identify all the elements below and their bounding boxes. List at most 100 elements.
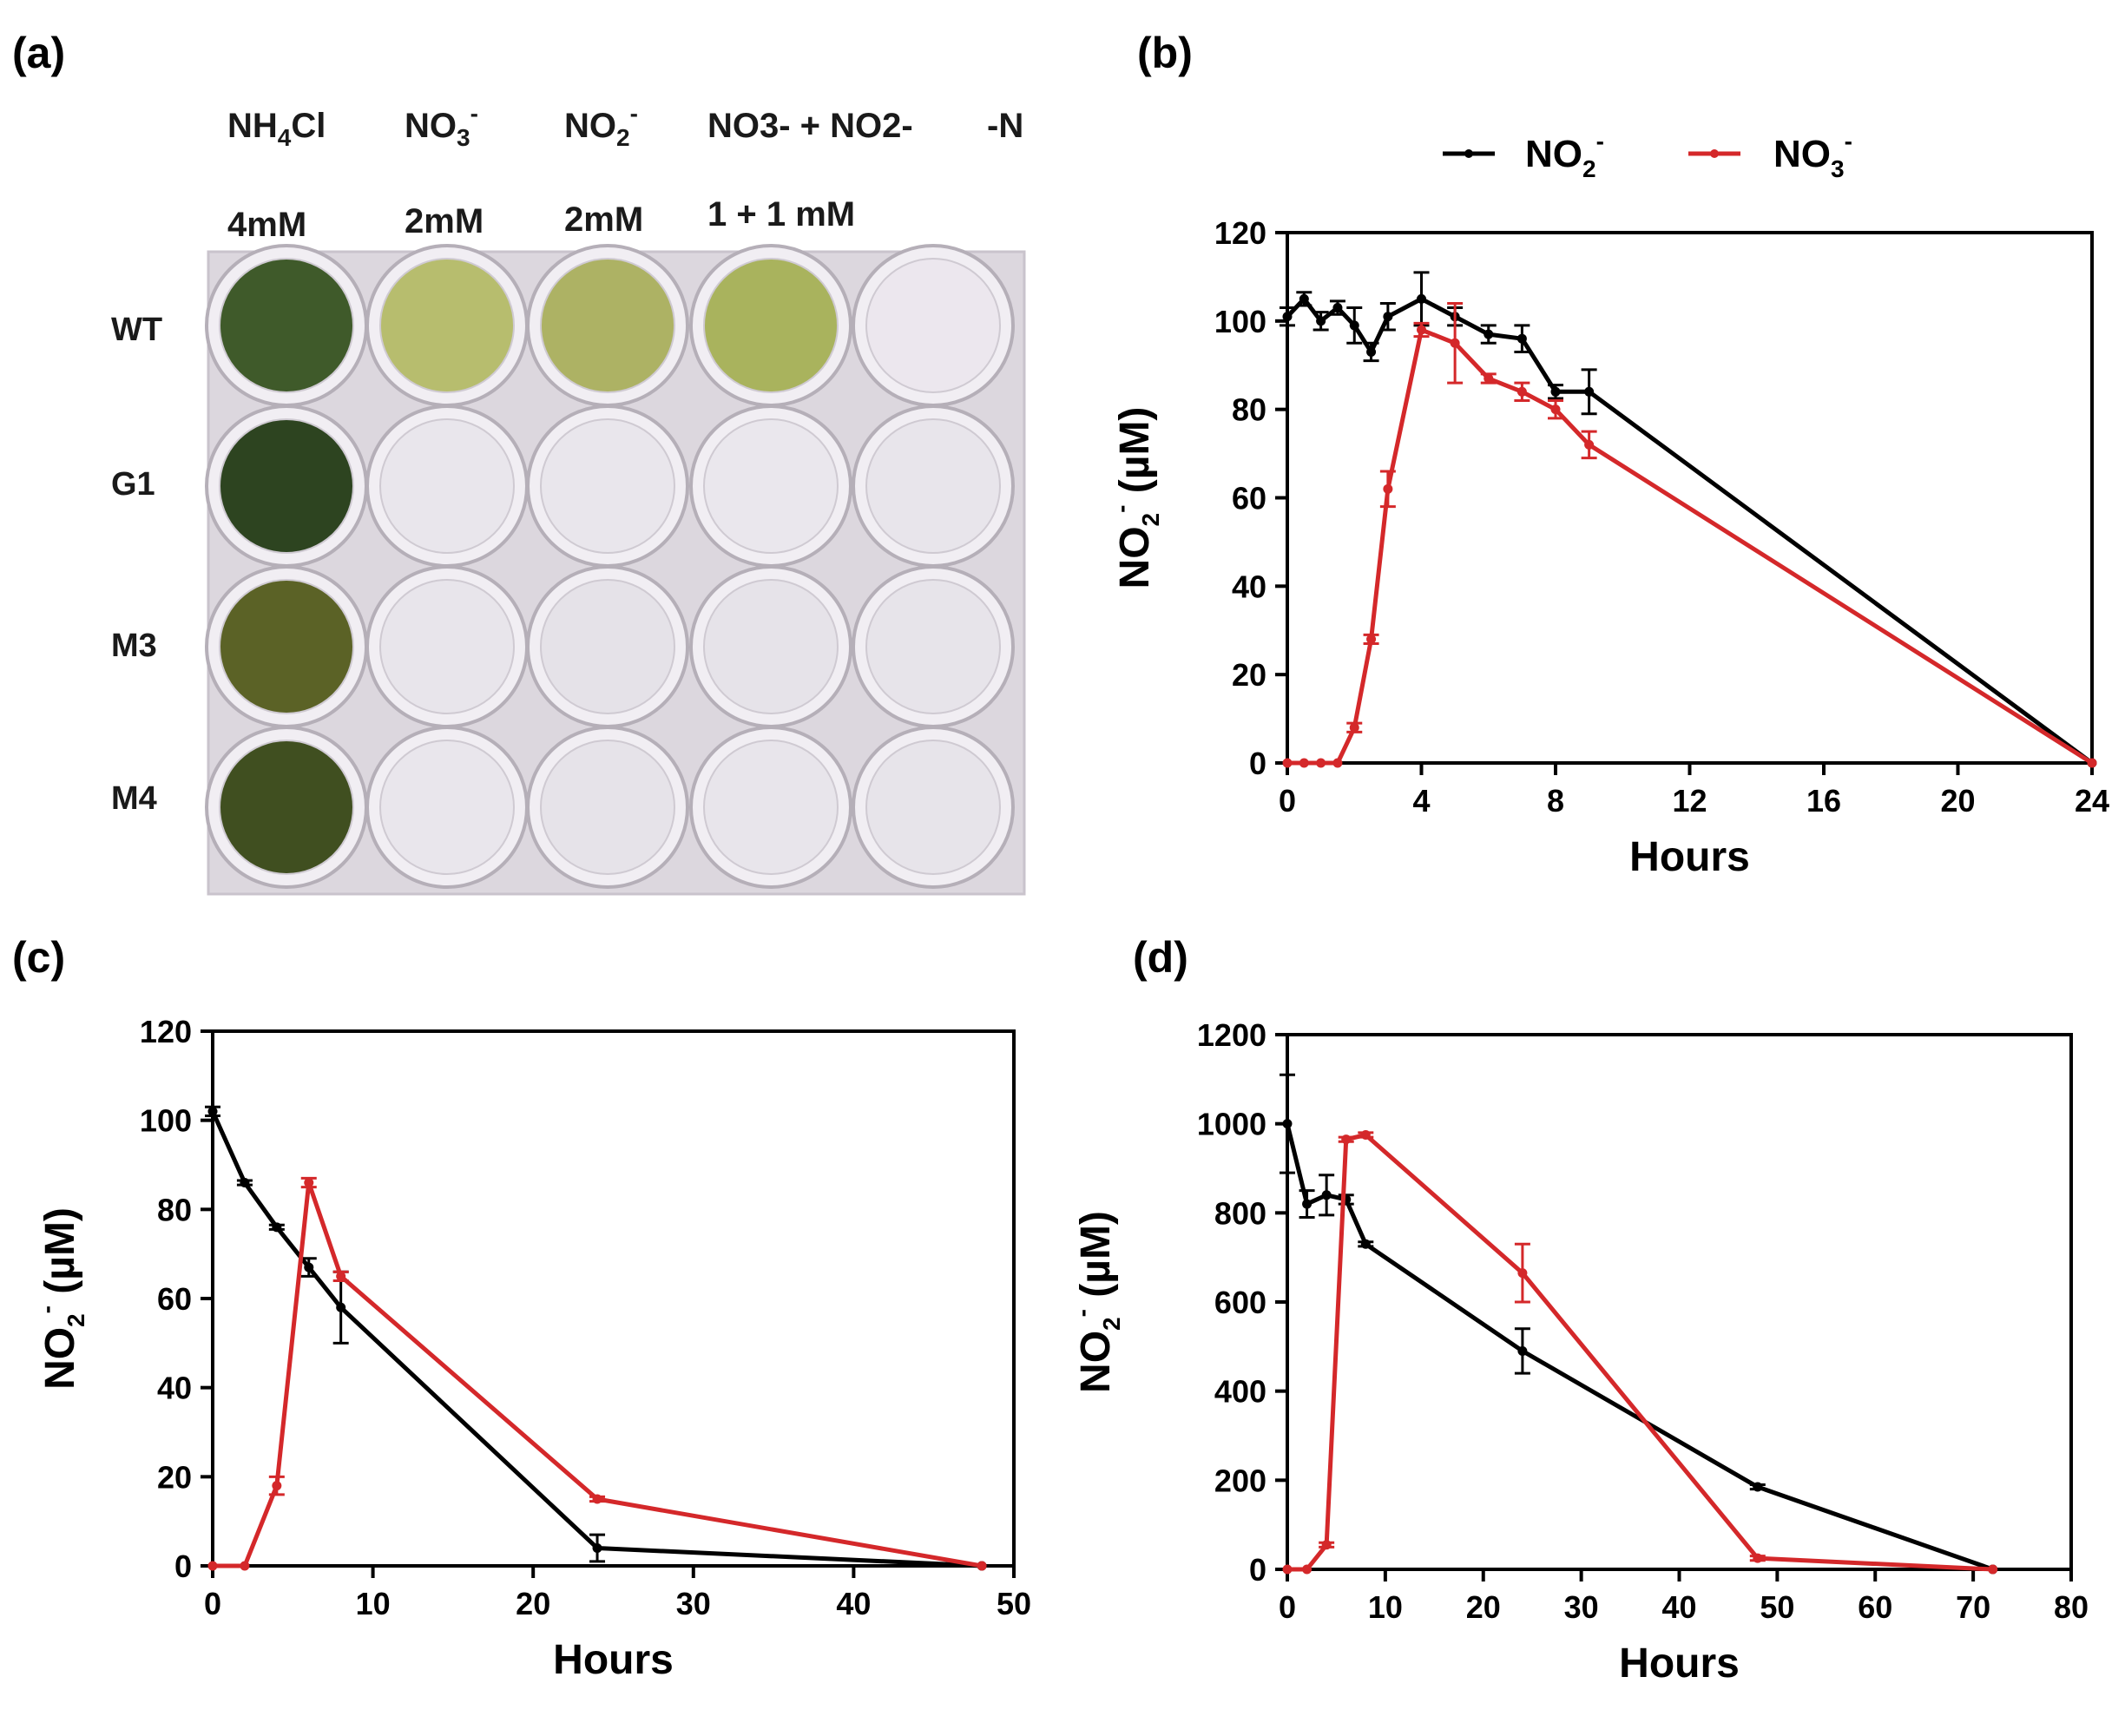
data-point-c-black-3	[304, 1262, 314, 1272]
y-tick-label-b-6: 120	[1214, 215, 1266, 251]
data-point-b-red-10	[1516, 386, 1527, 397]
plot-frame-d	[1286, 1033, 2073, 1571]
header-no3-sub: 3	[457, 124, 470, 151]
y-axis-label-no-d: NO	[1073, 1331, 1119, 1393]
x-tick-label-c-1: 10	[356, 1586, 391, 1621]
well-m3-4	[703, 579, 839, 714]
data-point-b-red-3	[1332, 758, 1343, 768]
header-nh4cl-conc: 4mM	[227, 206, 306, 244]
data-point-c-red-3	[304, 1178, 314, 1188]
y-axis-label-no-b: NO	[1112, 526, 1158, 589]
data-point-d-black-6	[1753, 1482, 1763, 1492]
x-tick-label-d-0: 0	[1279, 1589, 1296, 1625]
row-label-g1: G1	[111, 466, 155, 503]
data-point-d-red-0	[1282, 1564, 1293, 1575]
data-point-c-red-4	[336, 1271, 346, 1281]
y-tick-label-c-2: 40	[157, 1371, 192, 1406]
header-nh4cl-rest: Cl	[291, 107, 326, 145]
data-point-c-black-2	[272, 1222, 282, 1233]
x-tick-label-c-5: 50	[997, 1586, 1031, 1621]
row-label-m3: M3	[111, 628, 157, 664]
data-point-b-red-13	[2087, 758, 2097, 768]
series-line-b-red	[1287, 327, 2094, 766]
chart-c: 0 10 20 30 40 50 0 20 40 60 80 100 120 Hours NO2- (µM)	[33, 1014, 1031, 1683]
data-point-c-black-5	[592, 1542, 602, 1553]
wells-grid	[205, 244, 1015, 889]
x-tick-label-b-2: 8	[1547, 783, 1564, 819]
data-point-b-black-6	[1383, 312, 1393, 322]
data-point-b-red-1	[1299, 758, 1309, 768]
x-tick-label-c-2: 20	[516, 1586, 550, 1621]
panel-a-well-plate: NH4Cl 4mM NO3- 2mM NO2- 2mM NO3- + NO2- …	[111, 100, 1026, 896]
x-tick-label-b-4: 16	[1806, 783, 1841, 819]
header-no2-conc: 2mM	[564, 201, 643, 239]
header-no3-no2-name: NO3- + NO2-	[707, 107, 913, 145]
legend-black-marker	[1464, 149, 1473, 158]
data-point-c-red-2	[272, 1481, 282, 1491]
y-tick-label-c-1: 20	[157, 1459, 192, 1495]
y-axis-label-sup-c: -	[33, 1305, 60, 1313]
legend-no2-label: NO2-	[1525, 128, 1604, 182]
y-tick-label-d-2: 400	[1214, 1374, 1266, 1410]
data-point-d-black-1	[1302, 1199, 1312, 1209]
y-tick-label-d-3: 600	[1214, 1285, 1266, 1320]
header-no3-name: NO	[405, 107, 457, 145]
y-tick-label-b-5: 100	[1214, 304, 1266, 339]
data-point-d-red-5	[1517, 1268, 1528, 1279]
header-no3-sup: -	[470, 100, 478, 127]
data-point-b-black-11	[1550, 386, 1561, 397]
well-wt-4	[703, 258, 839, 393]
data-point-b-black-5	[1366, 346, 1377, 357]
well-m4-2	[379, 740, 515, 875]
data-point-b-red-2	[1316, 758, 1326, 768]
y-tick-label-d-5: 1000	[1197, 1107, 1266, 1142]
header-no3-no2-conc: 1 + 1 mM	[707, 195, 855, 233]
x-tick-label-b-1: 4	[1412, 783, 1430, 819]
well-g1-2	[379, 418, 515, 554]
y-tick-label-d-1: 200	[1214, 1463, 1266, 1498]
data-point-d-red-6	[1753, 1553, 1763, 1563]
y-tick-label-d-0: 0	[1249, 1552, 1266, 1588]
header-no3-conc: 2mM	[405, 202, 484, 240]
x-tick-label-b-3: 12	[1672, 783, 1707, 819]
well-g1-5	[865, 418, 1001, 554]
header-no2-sup: -	[630, 100, 638, 127]
data-point-c-red-1	[240, 1561, 250, 1571]
chart-d: 0 10 20 30 40 50 60 70 80020040060080010001200Ho…	[1069, 1017, 2089, 1687]
x-tick-label-d-5: 50	[1760, 1589, 1794, 1625]
y-tick-label-b-0: 0	[1249, 746, 1266, 781]
y-axis-label-b: NO2- (µM)	[1108, 407, 1164, 589]
well-m3-3	[540, 579, 675, 714]
x-tick-label-d-7: 70	[1956, 1589, 1990, 1625]
well-wt-1	[219, 258, 354, 393]
data-point-c-black-4	[336, 1302, 346, 1312]
data-point-b-black-2	[1316, 316, 1326, 326]
x-tick-label-b-0: 0	[1279, 783, 1296, 819]
y-axis-label-sup-d: -	[1069, 1309, 1095, 1317]
well-m4-1	[219, 740, 354, 875]
y-axis-label-d: NO2- (µM)	[1069, 1211, 1125, 1393]
y-axis-label-unit-b: (µM)	[1112, 407, 1158, 505]
y-tick-label-b-4: 80	[1232, 392, 1266, 428]
data-point-b-red-6	[1383, 483, 1393, 494]
legend: NO2- NO3-	[1443, 128, 1852, 182]
series-line-d-black	[1285, 1123, 1994, 1572]
x-tick-label-c-0: 0	[204, 1586, 221, 1621]
data-point-b-black-7	[1417, 293, 1426, 304]
data-point-d-red-1	[1302, 1564, 1312, 1575]
y-axis-label-c: NO2- (µM)	[33, 1207, 89, 1390]
well-m3-5	[865, 579, 1001, 714]
svg-text:NO2-: NO2-	[564, 100, 638, 151]
data-point-c-red-0	[207, 1561, 218, 1571]
header-no2-name: NO	[564, 107, 616, 145]
data-point-c-red-6	[977, 1561, 987, 1571]
x-tick-label-d-1: 10	[1368, 1589, 1403, 1625]
data-point-b-red-11	[1550, 404, 1561, 415]
data-point-d-black-5	[1517, 1345, 1528, 1356]
y-axis-label-sub-c: 2	[62, 1313, 89, 1327]
x-tick-label-d-2: 20	[1466, 1589, 1501, 1625]
data-point-b-black-9	[1484, 329, 1494, 339]
well-m4-3	[540, 740, 675, 875]
panel-label-b: (b)	[1137, 29, 1193, 77]
